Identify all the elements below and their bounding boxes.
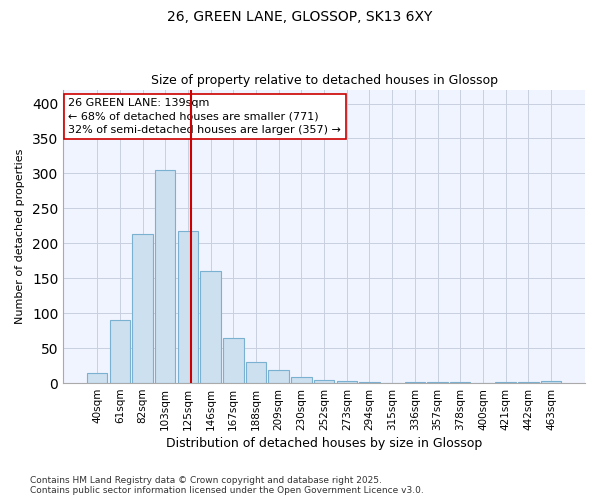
Bar xyxy=(246,362,266,383)
Bar xyxy=(450,382,470,383)
Text: 26 GREEN LANE: 139sqm
← 68% of detached houses are smaller (771)
32% of semi-det: 26 GREEN LANE: 139sqm ← 68% of detached … xyxy=(68,98,341,135)
Bar xyxy=(268,370,289,383)
Title: Size of property relative to detached houses in Glossop: Size of property relative to detached ho… xyxy=(151,74,497,87)
Bar xyxy=(496,382,516,383)
Text: Contains HM Land Registry data © Crown copyright and database right 2025.
Contai: Contains HM Land Registry data © Crown c… xyxy=(30,476,424,495)
Bar xyxy=(200,272,221,383)
Bar xyxy=(110,320,130,383)
Bar xyxy=(178,230,198,383)
Text: 26, GREEN LANE, GLOSSOP, SK13 6XY: 26, GREEN LANE, GLOSSOP, SK13 6XY xyxy=(167,10,433,24)
Bar xyxy=(223,338,244,383)
Bar xyxy=(518,382,539,383)
Bar xyxy=(155,170,175,383)
Bar xyxy=(427,382,448,383)
Bar xyxy=(291,377,311,383)
Bar xyxy=(337,381,357,383)
Bar xyxy=(87,372,107,383)
X-axis label: Distribution of detached houses by size in Glossop: Distribution of detached houses by size … xyxy=(166,437,482,450)
Bar xyxy=(541,381,561,383)
Bar xyxy=(359,382,380,383)
Bar xyxy=(314,380,334,383)
Y-axis label: Number of detached properties: Number of detached properties xyxy=(15,148,25,324)
Bar xyxy=(404,382,425,383)
Bar xyxy=(132,234,153,383)
